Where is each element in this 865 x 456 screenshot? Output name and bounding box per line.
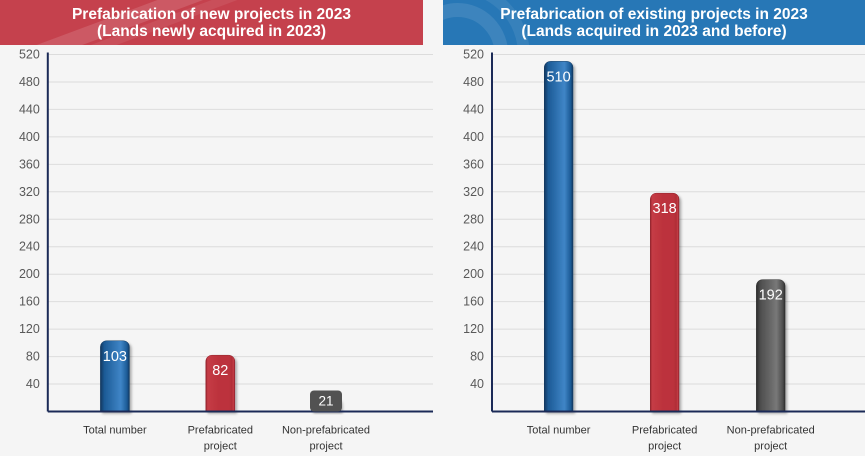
svg-text:project: project (754, 441, 787, 453)
svg-text:400: 400 (463, 130, 484, 144)
svg-text:240: 240 (463, 240, 484, 254)
svg-text:480: 480 (463, 75, 484, 89)
svg-text:82: 82 (212, 363, 228, 379)
svg-text:160: 160 (463, 295, 484, 309)
svg-text:520: 520 (19, 48, 40, 62)
svg-text:40: 40 (470, 377, 484, 391)
svg-text:21: 21 (318, 394, 333, 409)
svg-text:40: 40 (26, 377, 40, 391)
svg-text:440: 440 (463, 102, 484, 116)
svg-text:318: 318 (653, 201, 677, 217)
svg-text:Non-prefabricated: Non-prefabricated (282, 425, 370, 437)
svg-text:160: 160 (19, 295, 40, 309)
svg-text:400: 400 (19, 130, 40, 144)
svg-text:Total number: Total number (527, 425, 591, 437)
svg-text:280: 280 (19, 212, 40, 226)
svg-text:510: 510 (546, 69, 570, 85)
svg-text:120: 120 (463, 322, 484, 336)
svg-text:Prefabricated: Prefabricated (188, 425, 253, 437)
svg-text:103: 103 (103, 349, 127, 365)
svg-text:200: 200 (19, 267, 40, 281)
svg-text:520: 520 (463, 48, 484, 62)
svg-text:480: 480 (19, 75, 40, 89)
svg-text:Prefabricated: Prefabricated (632, 425, 697, 437)
svg-text:Non-prefabricated: Non-prefabricated (727, 425, 815, 437)
svg-text:360: 360 (463, 157, 484, 171)
svg-text:project: project (309, 441, 342, 453)
svg-text:240: 240 (19, 240, 40, 254)
svg-text:project: project (204, 441, 237, 453)
svg-text:project: project (648, 441, 681, 453)
svg-text:80: 80 (26, 350, 40, 364)
svg-text:80: 80 (470, 350, 484, 364)
svg-text:192: 192 (759, 288, 783, 304)
svg-text:360: 360 (19, 157, 40, 171)
svg-text:440: 440 (19, 102, 40, 116)
svg-text:320: 320 (19, 185, 40, 199)
svg-text:120: 120 (19, 322, 40, 336)
svg-text:Total number: Total number (83, 425, 147, 437)
svg-text:280: 280 (463, 212, 484, 226)
svg-text:320: 320 (463, 185, 484, 199)
svg-text:200: 200 (463, 267, 484, 281)
